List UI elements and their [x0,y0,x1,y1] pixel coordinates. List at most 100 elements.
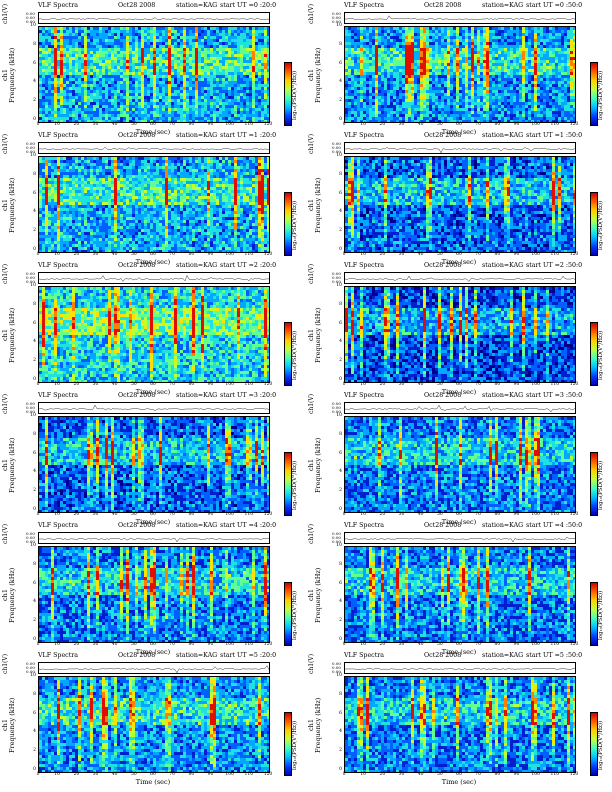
x-tick-label: 70 [165,642,179,647]
panel-station: station=KAG [482,262,523,269]
x-tick-label: 10 [50,252,64,257]
x-tick-label: 40 [108,252,122,257]
x-tick-label: 0 [31,772,45,777]
x-tick-label: 40 [414,512,428,517]
y-tick-label: 8 [26,692,36,697]
x-tick-label: 70 [471,252,485,257]
x-tick-label: 60 [146,382,160,387]
y-tick-label: 10 [26,153,36,158]
x-tick-label: 60 [452,122,466,127]
timeseries-line [39,17,269,21]
y-tick-label: 2 [26,228,36,233]
x-tick-label: 90 [510,122,524,127]
x-axis-label: Time (sec) [38,648,268,656]
x-tick-label: 90 [510,252,524,257]
x-tick-label: 80 [490,122,504,127]
frequency-axis-label: ch1 Frequency (kHz) [1,290,18,380]
panel-header: VLF Spectra Oct28 2008 station=KAG start UT… [344,132,602,142]
spectrogram-heatmap [344,416,576,513]
x-tick-label: 40 [108,382,122,387]
x-tick-label: 110 [548,642,562,647]
x-tick-label: 80 [490,772,504,777]
timeseries-line [345,404,575,413]
timeseries-line [39,146,269,150]
x-tick-label: 120 [567,512,581,517]
timeseries-ylabel: ch1(V) [308,654,322,674]
x-tick-label: 120 [567,122,581,127]
x-tick-label: 100 [529,772,543,777]
x-tick-label: 110 [242,642,256,647]
panel-header: VLF Spectra Oct28 2008 station=KAG start UT… [344,392,602,402]
x-tick-label: 10 [356,642,370,647]
y-tick-label: 4 [26,599,36,604]
timeseries-tick-label: 0.00 [332,271,341,276]
y-tick-label: 6 [332,581,342,586]
panel-station: station=KAG [176,262,217,269]
y-tick-label: 2 [26,488,36,493]
colorbar-label: log₁₀(PSD(V²/Hz)) [292,580,304,650]
x-tick-label: 40 [414,122,428,127]
timeseries-ylabel: ch1(V) [308,4,322,24]
timeseries-plot [344,532,576,544]
colorbar-label: log₁₀(PSD(V²/Hz)) [598,450,610,520]
x-tick-label: 80 [490,382,504,387]
x-tick-label: 110 [548,122,562,127]
y-tick-label: 10 [26,283,36,288]
frequency-axis-title: Frequency (kHz) [8,307,16,362]
x-tick-label: 90 [510,772,524,777]
y-tick-label: 8 [332,302,342,307]
x-tick-label: 40 [108,122,122,127]
panel-station: station=KAG [482,522,523,529]
timeseries-line [39,665,269,673]
frequency-axis-title: Frequency (kHz) [314,437,322,492]
panel-header: VLF Spectra Oct28 2008 station=KAG start UT… [344,262,602,272]
x-tick-label: 90 [510,382,524,387]
y-tick-label: 10 [332,673,342,678]
x-tick-label: 20 [375,772,389,777]
y-tick-label: 10 [332,413,342,418]
timeseries-tick-label: 0.00 [26,141,35,146]
timeseries-tick-label: 0.00 [332,665,341,670]
y-tick-label: 8 [332,42,342,47]
x-tick-label: 60 [146,772,160,777]
timeseries-tick-label: 0.00 [332,149,341,154]
x-tick-label: 0 [337,772,351,777]
timeseries-plot [38,532,270,544]
panel-date: Oct28 2008 [118,262,155,269]
timeseries-plot [38,402,270,414]
frequency-axis-title: Frequency (kHz) [8,567,16,622]
x-tick-label: 120 [567,382,581,387]
y-tick-label: 6 [332,451,342,456]
x-tick-label: 70 [471,512,485,517]
x-tick-label: 70 [165,382,179,387]
x-tick-label: 30 [395,512,409,517]
timeseries-ylabel: ch1(V) [308,134,322,154]
x-tick-label: 100 [223,382,237,387]
y-tick-label: 8 [332,562,342,567]
x-tick-label: 80 [184,382,198,387]
x-tick-label: 30 [89,772,103,777]
panel-header: VLF Spectra Oct28 2008 station=KAG start UT… [344,652,602,662]
x-axis-label: Time (sec) [38,778,268,786]
spectrogram-panel: VLF Spectra Oct28 2008 station=KAG start UT… [0,652,306,786]
x-tick-label: 120 [567,772,581,777]
x-tick-label: 100 [223,772,237,777]
x-tick-label: 50 [433,642,447,647]
x-tick-label: 100 [529,642,543,647]
colorbar [590,712,598,776]
x-tick-label: 80 [184,252,198,257]
frequency-axis-title: Frequency (kHz) [314,307,322,362]
spectrogram-panel: VLF Spectra Oct28 2008 station=KAG start UT… [306,132,612,266]
panel-header: VLF Spectra Oct28 2008 station=KAG start UT… [38,2,296,12]
colorbar [590,62,598,126]
timeseries-tick-label: 0.00 [26,531,35,536]
panel-start-time: start UT =2 :50:0 [526,262,582,269]
x-tick-label: 0 [337,512,351,517]
panel-date: Oct28 2008 [424,2,461,9]
timeseries-tick-label: 0.00 [332,531,341,536]
timeseries-tick-label: 0.00 [332,19,341,24]
x-tick-label: 40 [108,642,122,647]
timeseries-tick-label: 0.00 [332,409,341,414]
y-tick-label: 10 [332,23,342,28]
x-tick-label: 20 [375,642,389,647]
